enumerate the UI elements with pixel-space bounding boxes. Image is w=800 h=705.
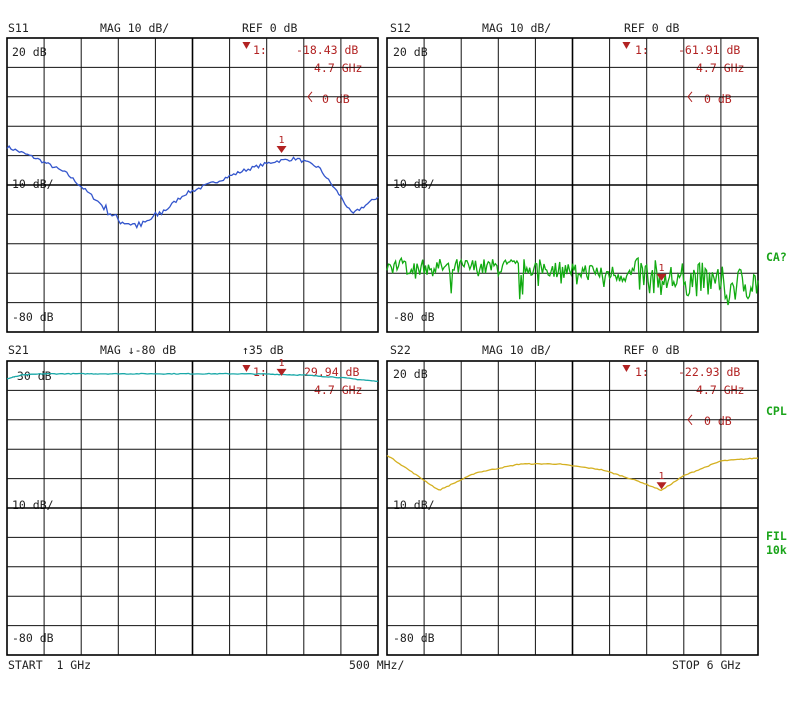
trace-s21 — [6, 372, 379, 383]
s12-param: S12 — [390, 21, 411, 35]
s12-marker-value: -61.91 dB — [678, 43, 741, 57]
s12-ref: REF 0 dB — [624, 21, 680, 35]
footer-stop: STOP 6 GHz — [672, 658, 742, 672]
s21-bottom-label: -80 dB — [12, 631, 54, 645]
ref-arrow-s12 — [687, 91, 693, 103]
s22-scale: MAG 10 dB/ — [482, 343, 552, 357]
grid-s21 — [6, 360, 379, 656]
readout-marker-s11 — [242, 42, 251, 49]
s22-top-label: 20 dB — [393, 367, 428, 381]
grid-s22 — [386, 360, 759, 656]
readout-marker-s22 — [622, 365, 631, 372]
marker-1-s22 — [656, 482, 667, 490]
s22-marker-label: 1: — [635, 365, 649, 379]
ref-arrow-s11 — [307, 91, 313, 103]
s21-ref: ↑35 dB — [242, 343, 284, 357]
s12-marker-freq: 4.7 GHz — [696, 61, 745, 75]
footer-start: START 1 GHz — [8, 658, 92, 672]
grid-s11 — [6, 37, 379, 333]
softkey-cpl[interactable]: CPL — [766, 404, 787, 418]
marker-1-label-s12: 1 — [659, 263, 665, 274]
footer-span: 500 MHz/ — [349, 658, 405, 672]
s11-marker-label: 1: — [253, 43, 267, 57]
s12-scale: MAG 10 dB/ — [482, 21, 552, 35]
readout-marker-s21 — [242, 365, 251, 372]
s11-top-label: 20 dB — [12, 45, 47, 59]
softkey-fil-bw[interactable]: 10k — [766, 543, 787, 557]
s11-scale: MAG 10 dB/ — [100, 21, 170, 35]
s11-bottom-label: -80 dB — [12, 310, 54, 324]
trace-s11 — [6, 145, 379, 230]
s11-ref-marker: 0 dB — [322, 92, 350, 106]
trace-s22 — [386, 454, 759, 492]
s21-param: S21 — [8, 343, 29, 357]
softkey-ca[interactable]: CA? — [766, 250, 787, 264]
s11-marker-freq: 4.7 GHz — [314, 61, 363, 75]
s21-marker-label: 1: — [253, 365, 267, 379]
grid-s12 — [386, 37, 759, 333]
ref-arrow-s22 — [687, 414, 693, 426]
softkey-fil[interactable]: FIL — [766, 529, 787, 543]
marker-1-s11 — [276, 145, 287, 153]
readout-marker-s12 — [622, 42, 631, 49]
s21-scale: MAG ↓-80 dB — [100, 343, 177, 357]
s12-marker-label: 1: — [635, 43, 649, 57]
s11-ref: REF 0 dB — [242, 21, 298, 35]
s11-marker-value: -18.43 dB — [296, 43, 359, 57]
marker-1-label-s21: 1 — [279, 358, 285, 369]
marker-1-s21 — [276, 368, 287, 376]
marker-1-label-s11: 1 — [279, 135, 285, 146]
marker-1-s12 — [656, 273, 667, 281]
trace-s12 — [386, 256, 759, 306]
s22-ref: REF 0 dB — [624, 343, 680, 357]
s11-param: S11 — [8, 21, 29, 35]
s22-marker-value: -22.93 dB — [678, 365, 741, 379]
s22-param: S22 — [390, 343, 411, 357]
marker-1-label-s22: 1 — [659, 471, 665, 482]
